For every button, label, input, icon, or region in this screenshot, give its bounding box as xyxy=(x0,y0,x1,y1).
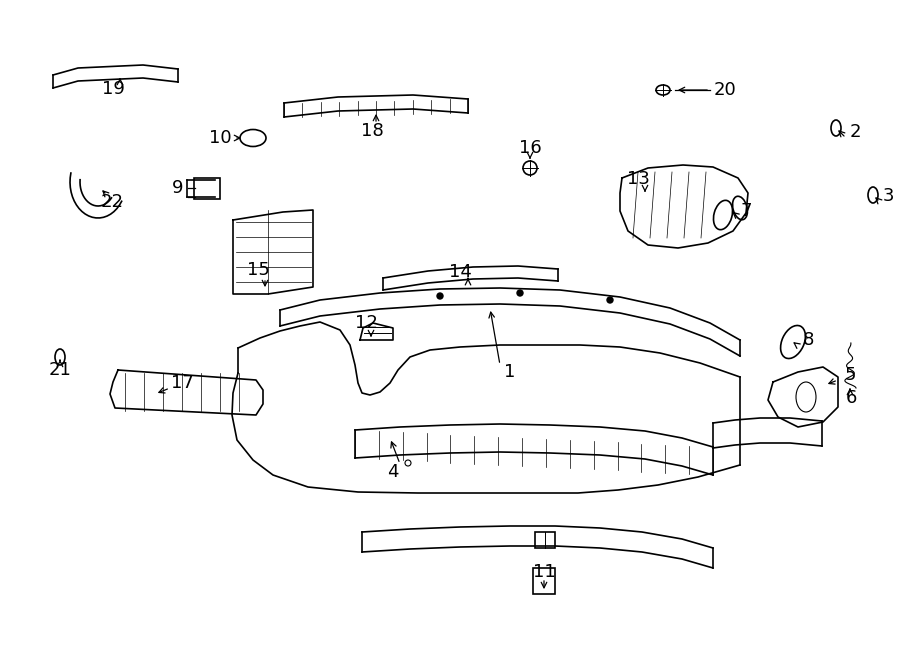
Text: 22: 22 xyxy=(101,193,123,211)
Text: 9: 9 xyxy=(172,179,184,197)
Text: 17: 17 xyxy=(171,374,194,392)
Ellipse shape xyxy=(796,382,816,412)
Text: 4: 4 xyxy=(387,463,399,481)
FancyBboxPatch shape xyxy=(533,568,555,594)
Text: 2: 2 xyxy=(850,123,860,141)
Text: 5: 5 xyxy=(844,366,856,384)
Text: 10: 10 xyxy=(209,129,231,147)
Circle shape xyxy=(607,297,613,303)
Ellipse shape xyxy=(831,120,841,136)
Text: 18: 18 xyxy=(361,122,383,140)
Text: 6: 6 xyxy=(845,389,857,407)
Ellipse shape xyxy=(780,325,806,358)
Text: 1: 1 xyxy=(504,363,516,381)
Text: 11: 11 xyxy=(533,563,555,581)
Text: 16: 16 xyxy=(518,139,542,157)
Text: 12: 12 xyxy=(355,314,377,332)
Text: 14: 14 xyxy=(448,263,472,281)
Text: 7: 7 xyxy=(740,202,752,220)
Text: 3: 3 xyxy=(882,187,894,205)
FancyBboxPatch shape xyxy=(535,532,555,548)
Text: 15: 15 xyxy=(247,261,269,279)
Text: 20: 20 xyxy=(714,81,736,99)
Ellipse shape xyxy=(656,85,670,95)
Ellipse shape xyxy=(714,200,733,229)
Text: 13: 13 xyxy=(626,170,650,188)
Text: 19: 19 xyxy=(102,80,124,98)
Ellipse shape xyxy=(868,187,878,203)
FancyBboxPatch shape xyxy=(194,178,220,199)
Text: 8: 8 xyxy=(802,331,814,349)
Circle shape xyxy=(437,293,443,299)
Ellipse shape xyxy=(240,130,266,147)
Text: 21: 21 xyxy=(49,361,71,379)
Ellipse shape xyxy=(523,161,537,175)
Ellipse shape xyxy=(55,349,65,365)
Circle shape xyxy=(517,290,523,296)
Ellipse shape xyxy=(733,196,747,219)
